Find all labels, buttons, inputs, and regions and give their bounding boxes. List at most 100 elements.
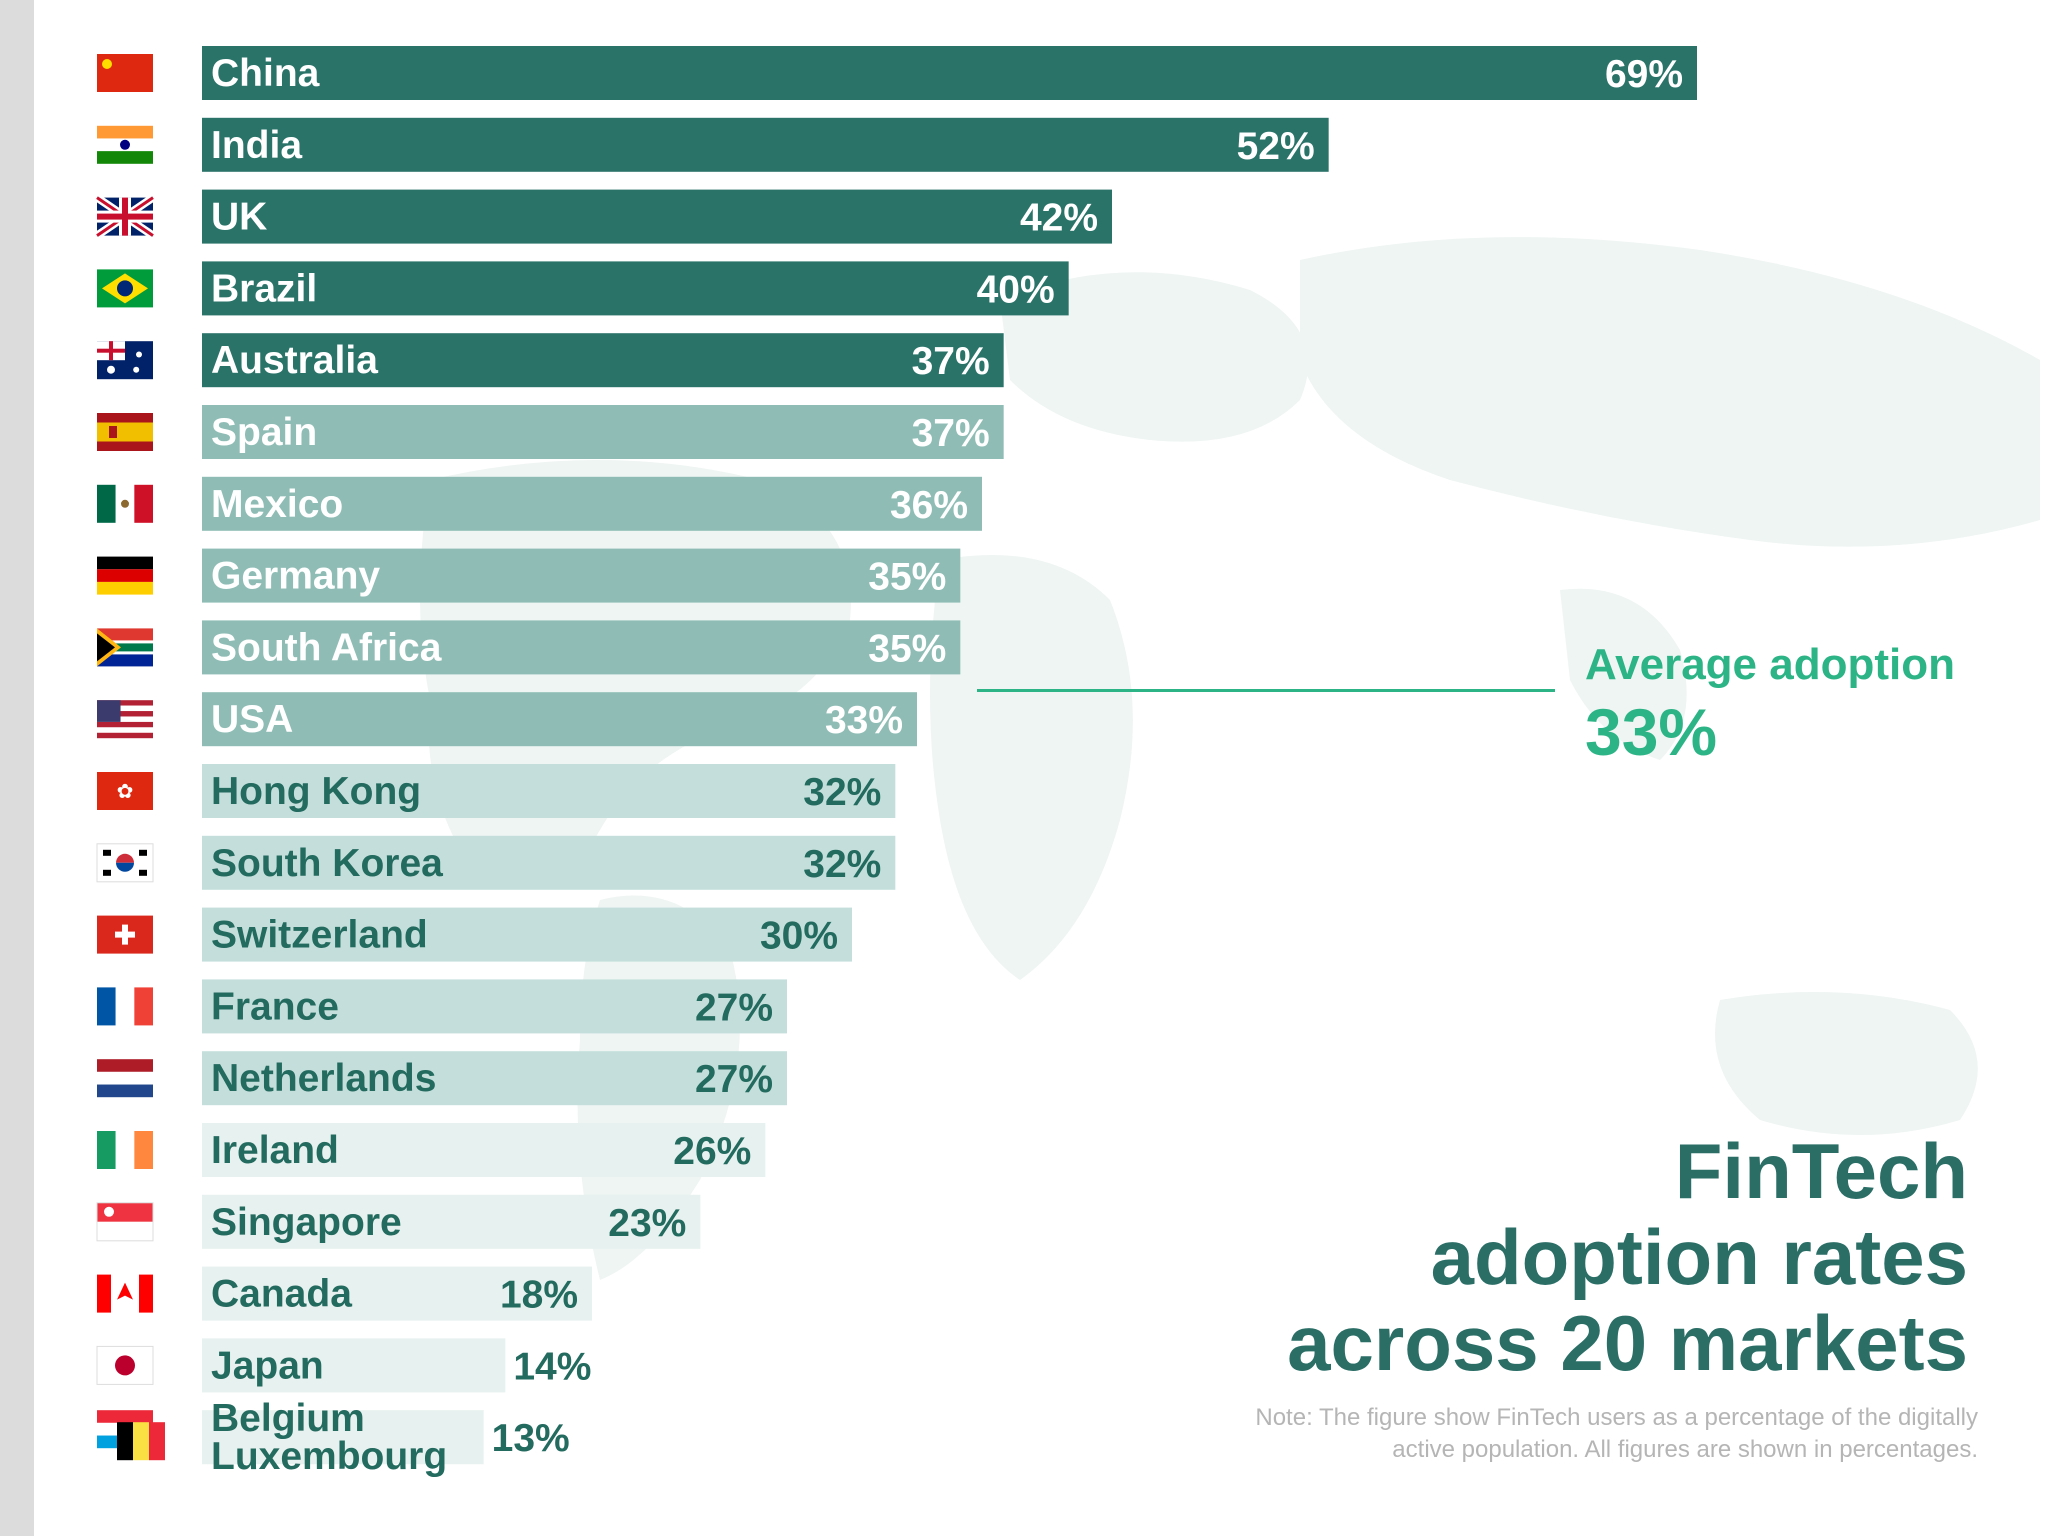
bar-value-china: 69% — [1605, 53, 1683, 96]
japan-flag — [96, 1345, 154, 1385]
bar-australia — [202, 333, 1004, 388]
bar-label-india: India — [211, 124, 302, 167]
title-line-2: adoption rates — [1430, 1213, 1968, 1301]
bar-value-netherlands: 27% — [695, 1058, 773, 1101]
bar-label-spain: Spain — [211, 411, 317, 454]
bar-label-switzerland: Switzerland — [211, 914, 428, 957]
bar-row-ireland: Ireland 26% — [202, 1123, 766, 1177]
hong-kong-flag: ✿ — [97, 772, 153, 810]
bar-value-south-korea: 32% — [803, 843, 881, 886]
bar-value-spain: 37% — [912, 412, 990, 455]
bar-label-ireland: Ireland — [211, 1129, 339, 1172]
bar-netherlands — [202, 1051, 787, 1106]
bar-label-south-korea: South Korea — [211, 842, 443, 885]
bar-row-germany: Germany 35% — [202, 548, 961, 603]
flags: ✿ — [94, 54, 165, 1461]
bar-label-singapore: Singapore — [211, 1201, 402, 1244]
bar-value-germany: 35% — [868, 556, 946, 599]
bar-row-mexico: Mexico 36% — [202, 476, 982, 531]
bar-label-belgium-luxembourg: Belgium Luxembourg — [211, 1397, 447, 1478]
bar-value-india: 52% — [1237, 125, 1315, 168]
bar-label-japan: Japan — [211, 1344, 324, 1387]
bar-value-usa: 33% — [825, 699, 903, 742]
brazil-flag — [97, 269, 153, 308]
bar-label-mexico: Mexico — [211, 483, 343, 526]
bar-south-africa — [202, 620, 961, 675]
bar-row-uk: UK 42% — [202, 189, 1112, 244]
bar-value-mexico: 36% — [890, 484, 968, 527]
bar-label-china: China — [211, 52, 320, 95]
india-flag — [97, 125, 153, 164]
bar-japan — [202, 1338, 506, 1393]
bar-row-usa: USA 33% — [202, 692, 917, 747]
bar-row-japan: Japan 14% — [202, 1338, 591, 1393]
bar-label-germany: Germany — [211, 555, 380, 598]
ireland-flag — [97, 1131, 153, 1169]
bar-row-brazil: Brazil 40% — [202, 261, 1069, 316]
bar-brazil — [202, 261, 1069, 316]
bar-row-canada: Canada 18% — [202, 1266, 592, 1321]
bar-row-spain: Spain 37% — [202, 405, 1004, 459]
china-flag — [97, 54, 153, 92]
bar-hong-kong — [202, 764, 896, 818]
south-africa-flag — [97, 628, 153, 667]
average-value: 33% — [1585, 695, 1718, 769]
title-line-1: FinTech — [1674, 1127, 1968, 1215]
bar-value-switzerland: 30% — [760, 915, 838, 958]
bar-canada — [202, 1266, 592, 1321]
bar-row-india: India 52% — [202, 117, 1329, 172]
bar-row-china: China 69% — [202, 46, 1697, 100]
bar-row-belgium-luxembourg: Belgium Luxembourg 13% — [202, 1397, 570, 1478]
bar-value-japan: 14% — [513, 1345, 591, 1388]
spain-flag — [97, 413, 153, 451]
bar-value-france: 27% — [695, 986, 773, 1029]
bar-value-australia: 37% — [912, 340, 990, 383]
bar-label-uk: UK — [211, 196, 267, 239]
bar-value-belgium-luxembourg: 13% — [492, 1417, 570, 1460]
bar-germany — [202, 548, 961, 603]
bar-label-france: France — [211, 985, 339, 1028]
bar-label-netherlands: Netherlands — [211, 1057, 436, 1100]
bar-row-south-africa: South Africa 35% — [202, 620, 961, 675]
chart-title: FinTech adoption rates across 20 markets — [1287, 1128, 1968, 1386]
bar-singapore — [202, 1194, 701, 1249]
title-line-3: across 20 markets — [1287, 1299, 1968, 1387]
bar-india — [202, 117, 1329, 172]
bar-usa — [202, 692, 917, 747]
bars: China 69% India 52% UK 42% Brazil 40% Australia 3… — [202, 46, 1697, 1478]
bar-label-brazil: Brazil — [211, 267, 317, 310]
bar-row-netherlands: Netherlands 27% — [202, 1051, 787, 1106]
bar-switzerland — [202, 907, 852, 962]
bar-row-hong-kong: Hong Kong 32% — [202, 764, 896, 818]
bar-spain — [202, 405, 1004, 459]
bar-belgium-luxembourg — [202, 1410, 484, 1465]
singapore-flag — [96, 1202, 154, 1242]
average-label: Average adoption — [1585, 640, 1955, 689]
bar-value-canada: 18% — [500, 1274, 578, 1317]
bar-label-australia: Australia — [211, 339, 378, 382]
bar-china — [202, 46, 1697, 100]
svg-text:✿: ✿ — [117, 779, 134, 803]
france-flag — [97, 987, 153, 1026]
netherlands-flag — [97, 1059, 153, 1098]
bar-ireland — [202, 1123, 766, 1177]
bar-label-canada: Canada — [211, 1273, 352, 1316]
bar-france — [202, 979, 787, 1034]
bar-row-singapore: Singapore 23% — [202, 1194, 701, 1249]
bar-row-south-korea: South Korea 32% — [202, 835, 896, 890]
bar-uk — [202, 189, 1112, 244]
bar-label-hong-kong: Hong Kong — [211, 770, 421, 813]
chart-note: Note: The figure show FinTech users as a… — [1255, 1404, 1978, 1463]
bar-value-south-africa: 35% — [868, 627, 946, 670]
bar-label-usa: USA — [211, 698, 293, 741]
bar-value-singapore: 23% — [608, 1202, 686, 1245]
canada-flag — [97, 1274, 153, 1313]
bar-value-uk: 42% — [1020, 197, 1098, 240]
uk-flag — [94, 194, 156, 239]
bar-value-ireland: 26% — [673, 1130, 751, 1173]
australia-flag — [97, 341, 153, 380]
bar-mexico — [202, 476, 982, 531]
average-annotation: Average adoption 33% — [1585, 640, 2025, 770]
